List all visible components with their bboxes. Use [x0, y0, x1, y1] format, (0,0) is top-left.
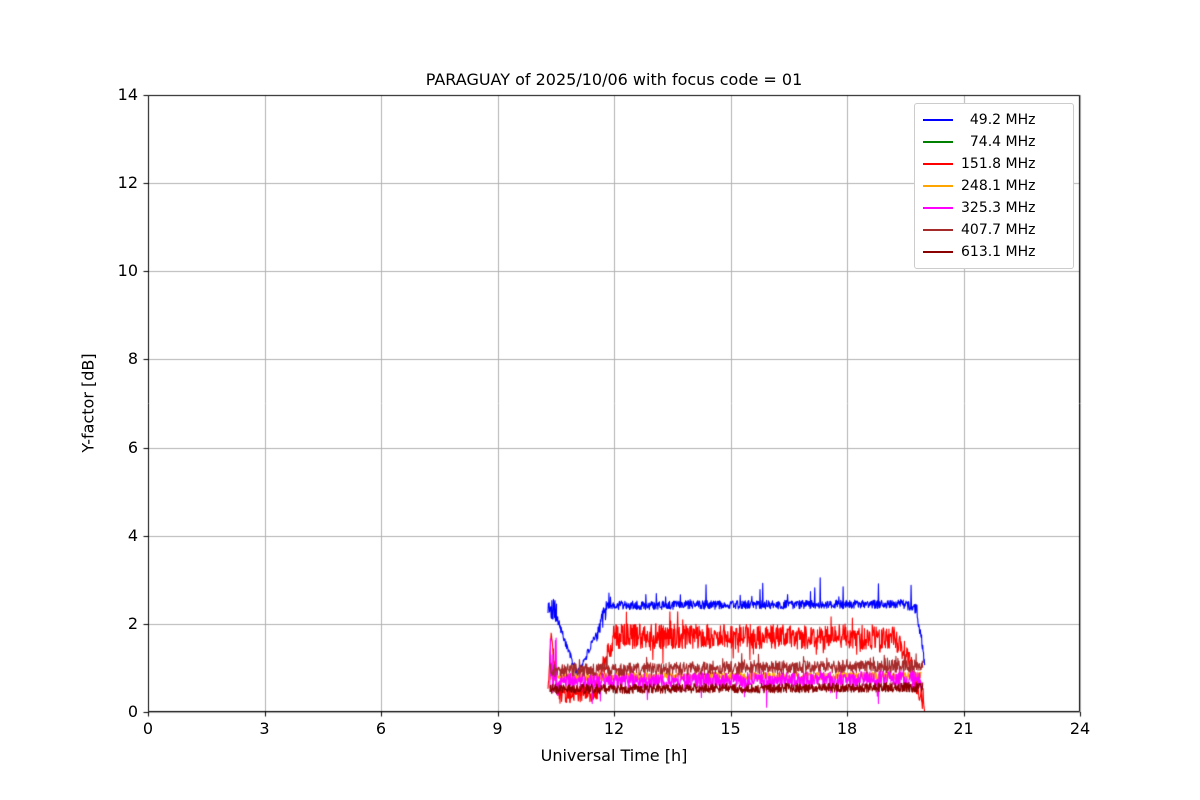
x-tick-label: 0: [142, 719, 154, 738]
y-tick-label: 12: [117, 173, 138, 193]
x-tick-label: 6: [375, 719, 387, 738]
legend-line-swatch: [923, 207, 953, 209]
legend: 49.2 MHz 74.4 MHz 151.8 MHz 248.1 MHz 325.3…: [914, 103, 1074, 269]
x-axis-label: Universal Time [h]: [540, 746, 688, 765]
x-tick-label: 24: [1069, 719, 1091, 738]
legend-line-swatch: [923, 185, 953, 187]
legend-label: 325.3 MHz: [961, 200, 1036, 216]
legend-item: 49.2 MHz: [923, 109, 1065, 131]
legend-label: 151.8 MHz: [961, 156, 1036, 172]
legend-line-swatch: [923, 119, 953, 121]
y-tick-label: 0: [127, 702, 138, 721]
legend-label: 248.1 MHz: [961, 178, 1036, 194]
legend-line-swatch: [923, 163, 953, 165]
legend-label: 407.7 MHz: [961, 222, 1036, 238]
legend-line-swatch: [923, 141, 953, 143]
x-tick-label: 9: [492, 719, 503, 738]
x-tick-label: 15: [720, 719, 741, 738]
x-tick-label: 18: [836, 719, 858, 738]
legend-item: 613.1 MHz: [923, 241, 1065, 263]
x-tick-label: 12: [603, 719, 625, 738]
legend-label: 613.1 MHz: [961, 244, 1036, 260]
x-tick-label: 21: [953, 719, 974, 738]
y-tick-label: 14: [117, 85, 138, 104]
y-tick-label: 10: [117, 261, 138, 281]
legend-item: 248.1 MHz: [923, 175, 1065, 197]
chart-title: PARAGUAY of 2025/10/06 with focus code =…: [425, 70, 803, 89]
legend-item: 325.3 MHz: [923, 197, 1065, 219]
legend-label: 74.4 MHz: [961, 134, 1036, 150]
legend-item: 151.8 MHz: [923, 153, 1065, 175]
y-tick-label: 8: [127, 349, 138, 369]
legend-item: 74.4 MHz: [923, 131, 1065, 153]
y-tick-label: 6: [127, 437, 138, 457]
legend-label: 49.2 MHz: [961, 112, 1036, 128]
legend-line-swatch: [923, 229, 953, 231]
legend-item: 407.7 MHz: [923, 219, 1065, 241]
legend-line-swatch: [923, 251, 953, 253]
x-tick-label: 3: [259, 719, 270, 738]
y-tick-label: 4: [127, 525, 138, 545]
y-tick-label: 2: [127, 613, 138, 633]
